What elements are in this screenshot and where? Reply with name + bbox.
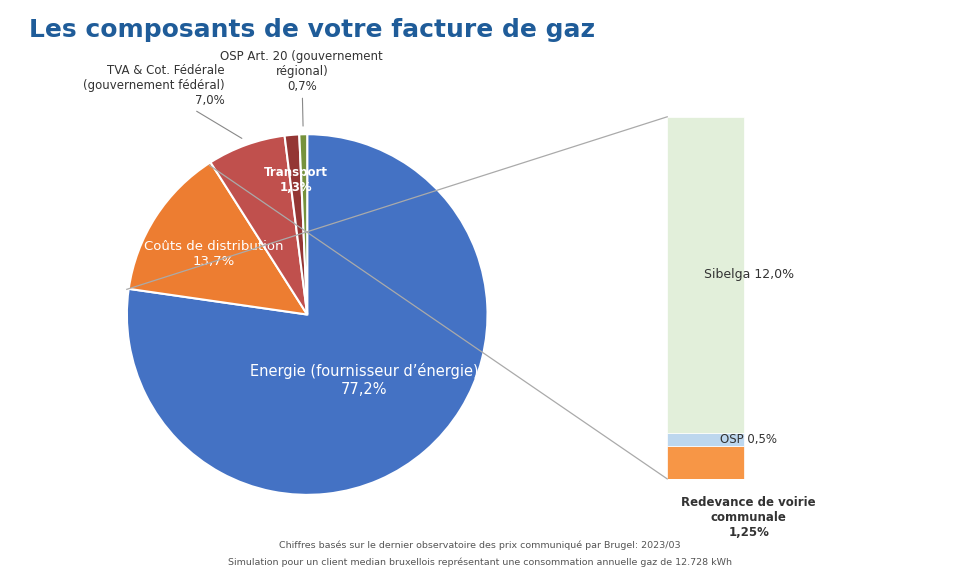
Wedge shape: [127, 134, 488, 495]
Text: TVA & Cot. Fédérale
(gouvernement fédéral)
7,0%: TVA & Cot. Fédérale (gouvernement fédéra…: [83, 64, 242, 138]
Bar: [667, 446, 744, 479]
Text: Chiffres basés sur le dernier observatoire des prix communiqué par Brugel: 2023/: Chiffres basés sur le dernier observatoi…: [279, 540, 681, 550]
Wedge shape: [210, 135, 307, 315]
Text: Les composants de votre facture de gaz: Les composants de votre facture de gaz: [29, 18, 595, 41]
Wedge shape: [129, 162, 307, 315]
Text: OSP 0,5%: OSP 0,5%: [720, 433, 778, 446]
Text: Simulation pour un client median bruxellois représentant une consommation annuel: Simulation pour un client median bruxell…: [228, 558, 732, 567]
Wedge shape: [284, 134, 307, 315]
Text: Transport
1,3%: Transport 1,3%: [264, 166, 327, 194]
Bar: [667, 433, 744, 446]
Text: Sibelga 12,0%: Sibelga 12,0%: [704, 268, 794, 281]
Text: Coûts de distribution
13,7%: Coûts de distribution 13,7%: [144, 240, 283, 268]
Text: OSP Art. 20 (gouvernement
régional)
0,7%: OSP Art. 20 (gouvernement régional) 0,7%: [221, 50, 383, 126]
Bar: [667, 117, 744, 433]
Text: Energie (fournisseur d’énergie)
77,2%: Energie (fournisseur d’énergie) 77,2%: [250, 363, 478, 397]
Wedge shape: [300, 134, 307, 315]
Text: Redevance de voirie
communale
1,25%: Redevance de voirie communale 1,25%: [682, 496, 816, 540]
